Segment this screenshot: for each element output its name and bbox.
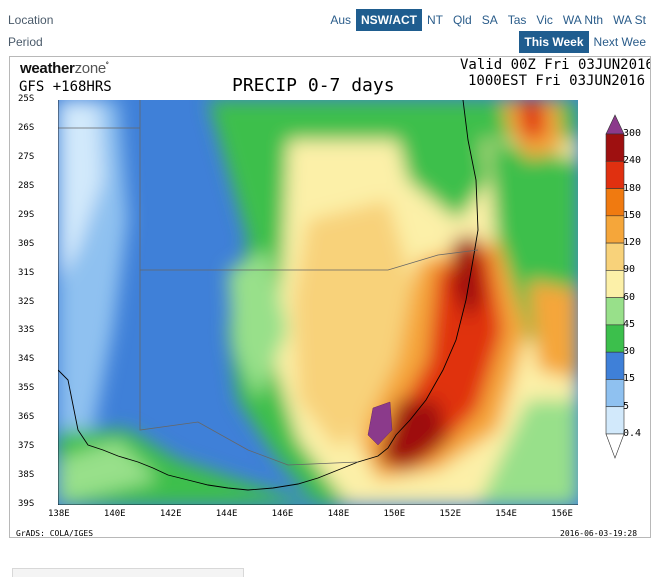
legend-swatch xyxy=(605,297,625,326)
valid-time-utc: Valid 00Z Fri 03JUN2016 xyxy=(460,57,651,73)
lat-label: 36S xyxy=(18,412,35,423)
legend-swatch xyxy=(605,406,625,435)
location-tab-sa[interactable]: SA xyxy=(481,13,498,27)
precip-map xyxy=(58,100,578,505)
location-tab-vic[interactable]: Vic xyxy=(536,13,553,27)
lat-label: 32S xyxy=(18,296,35,307)
legend-level-label: 90 xyxy=(623,264,636,276)
location-tab-aus[interactable]: Aus xyxy=(330,13,352,27)
lon-label: 154E xyxy=(495,509,517,519)
lat-label: 27S xyxy=(18,151,35,162)
lon-label: 138E xyxy=(48,509,70,519)
period-tab-this-week[interactable]: This Week xyxy=(519,31,589,53)
generated-timestamp: 2016-06-03-19:28 xyxy=(560,529,638,538)
legend-level-label: 240 xyxy=(623,155,642,167)
location-tab-tas[interactable]: Tas xyxy=(507,13,527,27)
location-tab-nsw-act[interactable]: NSW/ACT xyxy=(356,9,423,31)
legend-swatch xyxy=(605,351,625,380)
period-tab-next-wee[interactable]: Next Wee xyxy=(593,35,646,49)
legend-level-label: 0.4 xyxy=(623,428,642,439)
lat-label: 31S xyxy=(18,267,35,278)
legend-swatch xyxy=(605,324,625,353)
legend-swatch xyxy=(605,379,625,408)
legend-level-label: 45 xyxy=(623,318,636,330)
legend-level-label: 60 xyxy=(623,291,636,303)
lat-label: 39S xyxy=(18,499,35,509)
legend-swatch xyxy=(605,160,625,189)
state-border-north xyxy=(139,100,479,271)
lon-label: 140E xyxy=(103,509,126,519)
lat-label: 38S xyxy=(18,470,35,481)
model-label: GFS +168HRS xyxy=(19,79,112,95)
legend-cap-top xyxy=(605,114,625,135)
precip-field xyxy=(58,100,578,505)
lon-label: 144E xyxy=(215,509,238,519)
legend-level-label: 180 xyxy=(623,182,642,194)
legend-level-label: 5 xyxy=(623,400,630,412)
legend-level-label: 120 xyxy=(623,237,642,249)
lon-label: 150E xyxy=(383,509,406,519)
weatherzone-logo: weatherzone° xyxy=(20,60,109,77)
grads-credit: GrADS: COLA/IGES xyxy=(16,529,94,538)
lat-label: 35S xyxy=(18,383,35,394)
map-title: PRECIP 0-7 days xyxy=(232,75,395,96)
legend-cap-bottom xyxy=(605,433,625,459)
location-tab-wa-st[interactable]: WA St xyxy=(613,13,646,27)
lat-label: 30S xyxy=(18,238,35,249)
lat-label: 34S xyxy=(18,354,35,365)
location-tab-nt[interactable]: NT xyxy=(427,13,444,27)
legend-level-label: 150 xyxy=(623,209,642,221)
location-tab-wa-nth[interactable]: WA Nth xyxy=(562,13,604,27)
legend-level-label: 30 xyxy=(623,346,636,358)
legend-swatch xyxy=(605,242,625,271)
period-label: Period xyxy=(8,35,43,49)
lon-label: 148E xyxy=(327,509,350,519)
forecast-map-panel: weatherzone° GFS +168HRS PRECIP 0-7 days… xyxy=(9,56,651,538)
legend-level-label: 300 xyxy=(623,128,642,139)
lat-label: 25S xyxy=(18,94,35,104)
legend-swatch xyxy=(605,270,625,298)
lat-label: 26S xyxy=(18,122,35,133)
legend-swatch xyxy=(605,188,625,217)
location-tabs: Aus NSW/ACT NT Qld SA Tas Vic WA Nth WA St xyxy=(325,9,651,31)
precip-legend-bar xyxy=(605,114,625,459)
lon-label: 146E xyxy=(271,509,294,519)
location-nav: Location Aus NSW/ACT NT Qld SA Tas Vic WA Nth WA… xyxy=(0,9,651,31)
valid-time-est: 1000EST Fri 03JUN2016 xyxy=(468,73,646,89)
lat-label: 29S xyxy=(18,209,35,220)
lat-label: 37S xyxy=(18,441,35,452)
lat-label: 28S xyxy=(18,180,35,191)
legend-swatch xyxy=(605,215,625,244)
legend-level-label: 15 xyxy=(623,373,636,385)
footer-tab xyxy=(12,568,244,577)
lon-label: 152E xyxy=(439,509,462,519)
state-border-south xyxy=(139,270,359,466)
lon-label: 156E xyxy=(551,509,573,519)
coastline xyxy=(58,100,479,491)
lon-label: 142E xyxy=(159,509,182,519)
period-nav: Period This Week Next Wee xyxy=(0,31,651,53)
location-tab-qld[interactable]: Qld xyxy=(453,13,472,27)
legend-swatch xyxy=(605,133,625,162)
lat-label: 33S xyxy=(18,325,35,336)
location-label: Location xyxy=(8,13,54,27)
period-tabs: This Week Next Wee xyxy=(519,31,651,53)
